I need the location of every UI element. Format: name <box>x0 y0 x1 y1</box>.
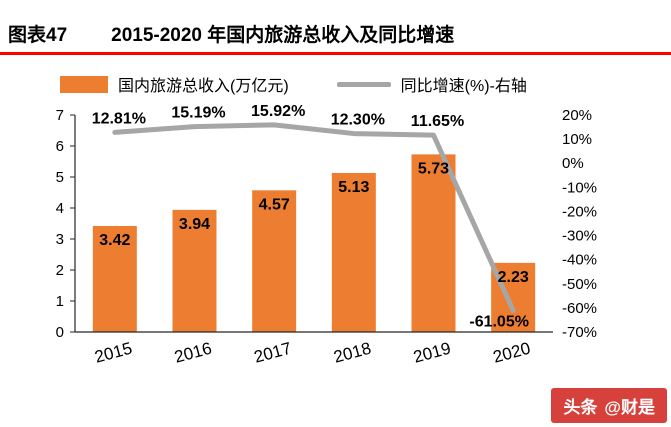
chart-legend: 国内旅游总收入(万亿元) 同比增速(%)-右轴 <box>60 72 527 96</box>
bar-2018 <box>331 172 376 332</box>
bar-2019 <box>411 154 456 332</box>
legend-item-growth: 同比增速(%)-右轴 <box>336 72 527 96</box>
watermark-brand: 头条 <box>563 398 598 417</box>
x-axis-label: 2019 <box>411 339 452 367</box>
bar-2016 <box>172 209 217 332</box>
line-point-label: 12.81% <box>92 110 146 127</box>
right-axis-tick-label: -30% <box>562 228 597 245</box>
left-axis-tick-label: 2 <box>56 262 64 279</box>
x-axis-label: 2016 <box>172 339 213 367</box>
growth-line <box>112 122 516 313</box>
x-axis-label: 2018 <box>332 339 373 367</box>
x-axis-label: 2017 <box>252 339 293 367</box>
legend-label-growth: 同比增速(%)-右轴 <box>400 78 527 95</box>
right-axis-tick-label: -60% <box>562 300 597 317</box>
figure-title: 2015-2020 年国内旅游总收入及同比增速 <box>111 25 455 46</box>
bar-value-label: 2.23 <box>498 269 529 286</box>
left-axis-tick-label: 0 <box>56 324 64 341</box>
line-point-label: -61.05% <box>469 313 529 330</box>
figure-header: 图表47 2015-2020 年国内旅游总收入及同比增速 <box>8 20 663 47</box>
line-point-label: 11.65% <box>411 113 464 130</box>
right-axis-tick-label: -40% <box>562 252 597 269</box>
right-axis-tick-label: 20% <box>562 107 592 124</box>
bar-2017 <box>252 190 297 332</box>
bar-swatch-icon <box>60 75 108 93</box>
left-axis-tick-label: 1 <box>56 293 64 310</box>
bar-2015 <box>92 225 137 332</box>
left-axis-tick-label: 5 <box>56 169 64 186</box>
x-axis-label: 2020 <box>491 339 532 367</box>
right-axis-tick-label: -20% <box>562 203 597 220</box>
title-underline <box>0 52 671 55</box>
bar-value-label: 3.42 <box>99 232 130 249</box>
left-axis-tick-label: 3 <box>56 231 64 248</box>
legend-label-revenue: 国内旅游总收入(万亿元) <box>118 78 289 95</box>
right-axis-tick-label: -70% <box>562 324 597 341</box>
right-axis-tick-label: -50% <box>562 276 597 293</box>
bar-value-label: 4.57 <box>259 196 290 213</box>
figure-label: 图表47 <box>8 25 68 46</box>
line-swatch-icon <box>336 81 391 87</box>
left-axis-tick-label: 7 <box>56 107 64 124</box>
right-axis-tick-label: 10% <box>562 131 592 148</box>
bar-value-label: 5.13 <box>338 179 369 196</box>
legend-item-revenue: 国内旅游总收入(万亿元) <box>60 72 289 96</box>
watermark-handle: @财是 <box>604 398 655 417</box>
watermark-badge: 头条 @财是 <box>551 388 667 423</box>
x-axis-label: 2015 <box>93 339 134 367</box>
bar-value-label: 5.73 <box>418 160 449 177</box>
right-axis-tick-label: 0% <box>562 155 584 172</box>
line-point-label: 15.92% <box>251 103 305 120</box>
line-point-label: 15.19% <box>171 105 225 122</box>
bar-value-label: 3.94 <box>179 216 210 233</box>
left-axis-tick-label: 6 <box>56 138 64 155</box>
right-axis-tick-label: -10% <box>562 179 597 196</box>
left-axis-tick-label: 4 <box>56 200 64 217</box>
line-point-label: 12.30% <box>331 112 385 129</box>
